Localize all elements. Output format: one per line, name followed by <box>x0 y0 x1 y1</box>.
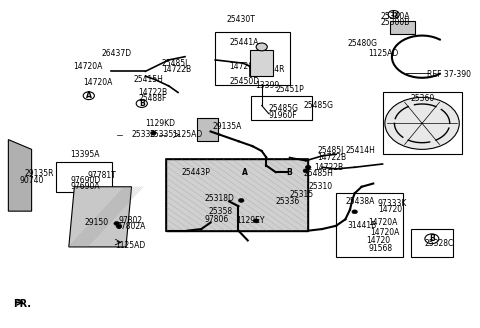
Text: 25328C: 25328C <box>424 239 454 248</box>
Circle shape <box>303 169 309 173</box>
Text: 25318D: 25318D <box>205 194 235 203</box>
Circle shape <box>385 97 459 149</box>
Text: 25315: 25315 <box>289 190 314 199</box>
Text: 14722B: 14722B <box>317 153 347 162</box>
Text: 1129KD: 1129KD <box>145 119 176 128</box>
Text: 91568: 91568 <box>369 244 393 253</box>
Polygon shape <box>8 140 32 211</box>
Text: 31441B: 31441B <box>348 221 377 230</box>
Text: 29135R: 29135R <box>24 169 54 178</box>
Circle shape <box>114 222 120 225</box>
Text: 25415H: 25415H <box>134 75 164 84</box>
Circle shape <box>151 131 156 135</box>
Polygon shape <box>69 187 132 247</box>
Bar <box>215 31 289 85</box>
Circle shape <box>352 210 358 214</box>
Circle shape <box>239 198 244 202</box>
Text: 97690A: 97690A <box>70 182 100 191</box>
Bar <box>250 50 273 76</box>
Text: B: B <box>286 168 291 177</box>
Text: 13395A: 13395A <box>70 150 100 159</box>
Text: 25310: 25310 <box>308 182 332 191</box>
Bar <box>167 159 308 231</box>
Bar <box>383 92 462 154</box>
Text: 25485H: 25485H <box>303 169 334 177</box>
Text: 1125AD: 1125AD <box>172 130 203 139</box>
Text: 14720A: 14720A <box>369 218 398 227</box>
Text: 90740: 90740 <box>20 176 44 185</box>
Text: B: B <box>429 234 435 243</box>
Circle shape <box>253 219 259 223</box>
Text: 25300B: 25300B <box>380 18 409 27</box>
Text: 29150: 29150 <box>84 218 108 227</box>
Text: 25485G: 25485G <box>303 101 334 110</box>
Text: 97781T: 97781T <box>87 171 116 180</box>
Text: 29135A: 29135A <box>213 122 242 131</box>
Bar <box>252 96 312 120</box>
Circle shape <box>305 165 311 169</box>
Text: 1129EY: 1129EY <box>236 216 264 225</box>
Text: 97802A: 97802A <box>117 222 146 231</box>
Text: 25441A: 25441A <box>229 37 259 47</box>
Text: 25360: 25360 <box>410 94 435 103</box>
Text: 25450D: 25450D <box>229 76 259 86</box>
Text: 14724R: 14724R <box>255 65 284 74</box>
Text: 25333: 25333 <box>132 130 156 139</box>
Text: 25443P: 25443P <box>182 168 211 177</box>
Text: B: B <box>139 99 144 108</box>
Text: 25485J: 25485J <box>317 147 344 155</box>
Text: 1125AD: 1125AD <box>369 49 399 58</box>
Text: 1125AD: 1125AD <box>115 241 145 251</box>
Text: 25340A: 25340A <box>380 11 410 21</box>
Text: 97806: 97806 <box>204 215 229 224</box>
Text: 14720A: 14720A <box>370 228 399 237</box>
Text: A: A <box>241 168 247 177</box>
Text: 97802: 97802 <box>119 216 143 225</box>
Text: 13399: 13399 <box>255 81 279 91</box>
Text: 97333K: 97333K <box>378 198 408 208</box>
Text: 26437D: 26437D <box>101 49 132 58</box>
Text: 25336: 25336 <box>276 197 300 206</box>
Text: 25451P: 25451P <box>276 85 304 94</box>
Text: A: A <box>86 91 92 100</box>
Text: 25438A: 25438A <box>346 197 375 206</box>
Text: 14722B: 14722B <box>139 88 168 97</box>
Bar <box>56 162 112 192</box>
Text: 25414H: 25414H <box>346 147 375 155</box>
Text: 25480G: 25480G <box>348 39 378 48</box>
Text: 25430T: 25430T <box>227 15 256 24</box>
Text: 91960F: 91960F <box>269 111 297 120</box>
Text: 14720: 14720 <box>378 205 402 214</box>
Text: 25485G: 25485G <box>269 104 299 113</box>
Bar <box>336 193 404 257</box>
Bar <box>390 21 415 34</box>
Bar <box>411 229 453 257</box>
Text: 25335: 25335 <box>149 130 173 139</box>
Bar <box>167 159 308 231</box>
Text: 97690D: 97690D <box>70 176 100 185</box>
Text: REF 37-390: REF 37-390 <box>427 70 471 79</box>
Text: 14720: 14720 <box>366 236 390 245</box>
Text: 25485J: 25485J <box>162 59 188 68</box>
Text: FR.: FR. <box>13 299 31 310</box>
Text: 14720A: 14720A <box>83 78 112 87</box>
Text: 14722B: 14722B <box>314 163 343 172</box>
Text: 25488F: 25488F <box>139 94 167 103</box>
Circle shape <box>116 224 122 228</box>
Text: 14720A: 14720A <box>229 62 259 71</box>
Bar <box>197 118 217 141</box>
Text: b: b <box>391 10 396 19</box>
Circle shape <box>256 43 267 51</box>
Text: 14720A: 14720A <box>73 62 103 71</box>
Text: 25358: 25358 <box>208 207 232 215</box>
Text: 14722B: 14722B <box>162 65 191 74</box>
